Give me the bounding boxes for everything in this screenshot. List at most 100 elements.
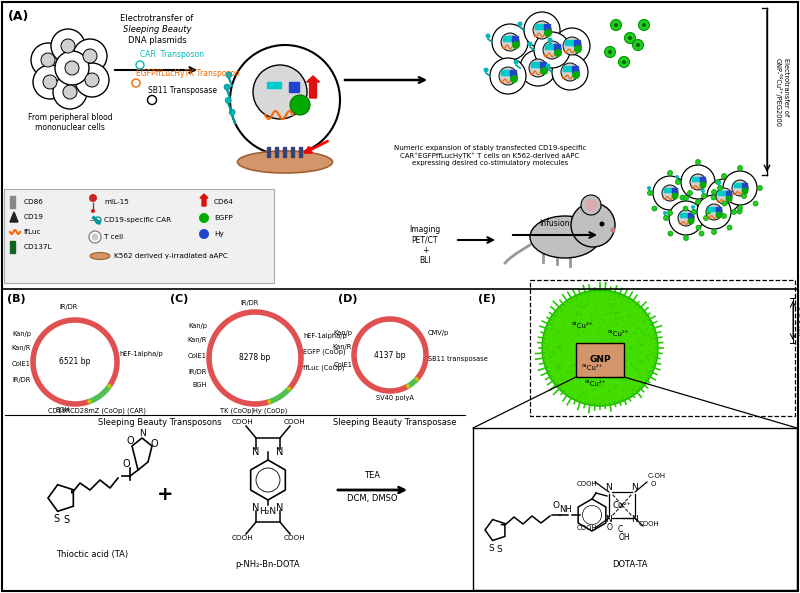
Circle shape bbox=[490, 58, 526, 94]
Text: ffLuc (CoOp): ffLuc (CoOp) bbox=[303, 365, 345, 371]
Circle shape bbox=[580, 389, 582, 391]
Text: N: N bbox=[632, 515, 638, 524]
Circle shape bbox=[564, 353, 566, 355]
Circle shape bbox=[567, 349, 569, 350]
Text: H₂N: H₂N bbox=[259, 508, 277, 517]
Circle shape bbox=[586, 303, 588, 305]
Bar bbox=[545, 44, 555, 49]
Circle shape bbox=[89, 231, 101, 243]
Text: Hy (CoOp): Hy (CoOp) bbox=[253, 408, 287, 415]
Text: CD86: CD86 bbox=[24, 199, 44, 205]
Text: ffLuc: ffLuc bbox=[24, 229, 42, 235]
Circle shape bbox=[91, 234, 98, 241]
Circle shape bbox=[642, 361, 643, 363]
Circle shape bbox=[583, 356, 585, 359]
Circle shape bbox=[615, 384, 617, 386]
Text: Imaging
PET/CT
+
BLI: Imaging PET/CT + BLI bbox=[410, 225, 441, 265]
Circle shape bbox=[680, 195, 685, 200]
Circle shape bbox=[561, 362, 562, 364]
Text: S: S bbox=[53, 514, 59, 524]
Bar bbox=[692, 177, 701, 181]
Ellipse shape bbox=[238, 151, 333, 173]
Circle shape bbox=[641, 345, 643, 346]
Circle shape bbox=[586, 361, 588, 362]
Text: BGH: BGH bbox=[56, 407, 70, 413]
Text: O: O bbox=[607, 524, 613, 533]
Bar bbox=[708, 207, 717, 211]
Text: C: C bbox=[618, 525, 622, 534]
Text: S: S bbox=[63, 515, 69, 525]
Circle shape bbox=[726, 196, 733, 202]
Text: Kan/p: Kan/p bbox=[12, 331, 31, 337]
Text: Kan/R: Kan/R bbox=[188, 337, 207, 343]
Circle shape bbox=[483, 68, 489, 72]
Circle shape bbox=[543, 41, 561, 59]
Text: COOH: COOH bbox=[231, 535, 253, 541]
Circle shape bbox=[570, 302, 572, 304]
Circle shape bbox=[675, 180, 681, 184]
Circle shape bbox=[558, 346, 560, 348]
Text: T cell: T cell bbox=[104, 234, 123, 240]
Circle shape bbox=[642, 23, 646, 27]
Circle shape bbox=[610, 228, 615, 232]
Circle shape bbox=[605, 353, 606, 355]
Text: (B): (B) bbox=[7, 294, 26, 304]
Text: TEA: TEA bbox=[364, 471, 380, 480]
Bar bbox=[565, 40, 575, 45]
Circle shape bbox=[559, 310, 562, 312]
Circle shape bbox=[554, 362, 555, 364]
Circle shape bbox=[554, 328, 555, 330]
Bar bbox=[299, 147, 302, 157]
Circle shape bbox=[547, 37, 553, 43]
Text: ⁶⁴Cu²⁺: ⁶⁴Cu²⁺ bbox=[607, 331, 629, 337]
Circle shape bbox=[51, 29, 85, 63]
Circle shape bbox=[678, 210, 694, 226]
Text: (A): (A) bbox=[8, 10, 30, 23]
Circle shape bbox=[587, 323, 589, 325]
Circle shape bbox=[85, 73, 99, 87]
Text: COOH: COOH bbox=[231, 419, 253, 425]
Text: 4137 bp: 4137 bp bbox=[374, 350, 406, 359]
Bar bbox=[540, 62, 546, 68]
Circle shape bbox=[594, 398, 597, 400]
Bar bbox=[664, 188, 673, 192]
Circle shape bbox=[611, 309, 613, 311]
Circle shape bbox=[527, 42, 533, 46]
Circle shape bbox=[546, 348, 549, 350]
Circle shape bbox=[547, 344, 550, 346]
Circle shape bbox=[574, 364, 575, 366]
Circle shape bbox=[622, 60, 626, 64]
Circle shape bbox=[579, 349, 581, 351]
Circle shape bbox=[598, 329, 600, 331]
Circle shape bbox=[599, 385, 602, 387]
Circle shape bbox=[653, 176, 687, 210]
Text: O: O bbox=[150, 439, 158, 449]
Text: C-OH: C-OH bbox=[648, 473, 666, 479]
Ellipse shape bbox=[530, 216, 600, 258]
Circle shape bbox=[601, 329, 602, 330]
Circle shape bbox=[615, 318, 617, 320]
Circle shape bbox=[561, 375, 563, 377]
Circle shape bbox=[613, 342, 615, 343]
Circle shape bbox=[594, 361, 596, 362]
Text: Hy: Hy bbox=[214, 231, 224, 237]
Text: ColE1: ColE1 bbox=[12, 361, 31, 367]
Circle shape bbox=[633, 332, 635, 334]
Circle shape bbox=[557, 364, 558, 366]
Circle shape bbox=[550, 329, 553, 330]
Circle shape bbox=[701, 189, 705, 193]
Circle shape bbox=[738, 165, 742, 171]
Text: N: N bbox=[606, 483, 612, 493]
Circle shape bbox=[621, 317, 622, 318]
Text: 6521 bp: 6521 bp bbox=[59, 358, 90, 366]
Circle shape bbox=[722, 174, 726, 178]
Circle shape bbox=[640, 344, 642, 346]
Bar bbox=[10, 196, 15, 208]
Circle shape bbox=[614, 313, 617, 315]
Circle shape bbox=[620, 368, 622, 371]
Circle shape bbox=[601, 376, 603, 378]
Circle shape bbox=[598, 321, 600, 323]
Bar bbox=[688, 213, 693, 218]
Circle shape bbox=[635, 344, 637, 346]
Circle shape bbox=[753, 201, 758, 206]
